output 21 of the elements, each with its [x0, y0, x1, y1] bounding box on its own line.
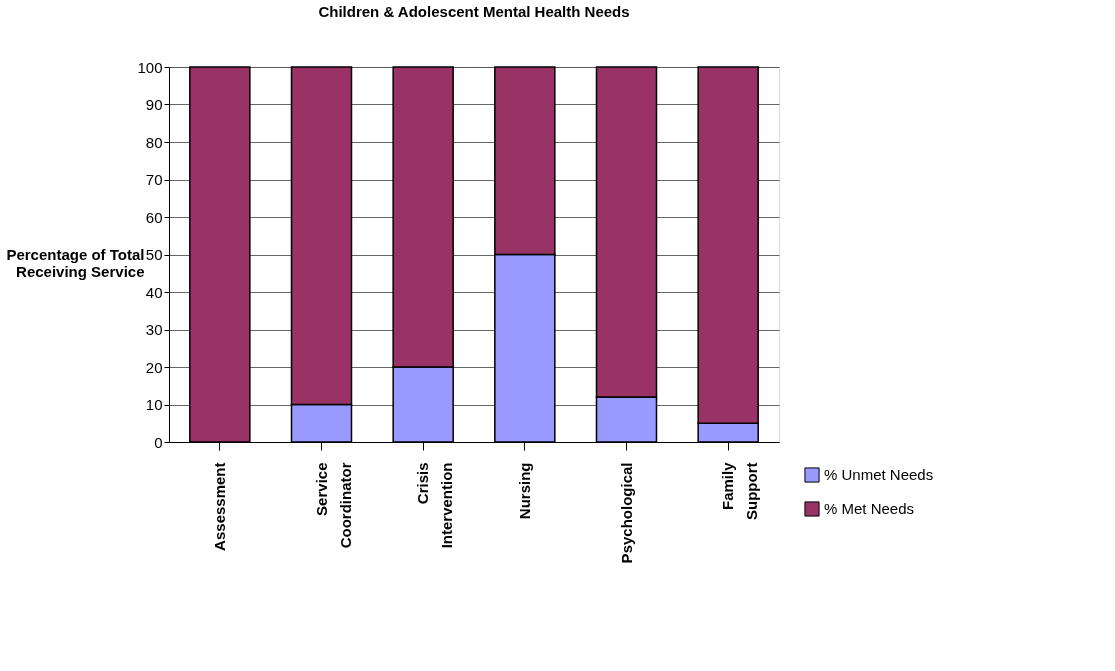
y-tick-label: 20 — [145, 358, 163, 376]
y-tick-label: 0 — [154, 433, 163, 451]
y-tick-label: 70 — [145, 171, 163, 188]
y-axis-title: Percentage of Total Receiving Service — [6, 246, 145, 280]
x-tick-label: Psychological — [617, 462, 635, 564]
y-tick-label: 90 — [145, 96, 163, 113]
legend-label: % Met Needs — [824, 500, 915, 517]
y-tick-label: 60 — [145, 208, 163, 226]
y-tick-label: 80 — [145, 133, 163, 151]
x-tick-label: Assessment — [210, 462, 228, 551]
x-tick-label: Nursing — [515, 462, 533, 520]
x-tick-label: Crisis Intervention — [414, 462, 456, 549]
x-tick-label: Family Support — [719, 461, 761, 520]
x-tick-label: Service Coordinator — [312, 462, 354, 549]
y-tick-label: 30 — [145, 321, 163, 338]
y-tick-label: 10 — [145, 396, 163, 413]
chart-title: Children & Adolescent Mental Health Needs — [318, 3, 630, 20]
legend-label: % Unmet Needs — [824, 466, 934, 483]
y-tick-label: 50 — [145, 246, 163, 263]
y-tick-label: 100 — [137, 58, 163, 76]
y-tick-label: 40 — [145, 283, 163, 301]
